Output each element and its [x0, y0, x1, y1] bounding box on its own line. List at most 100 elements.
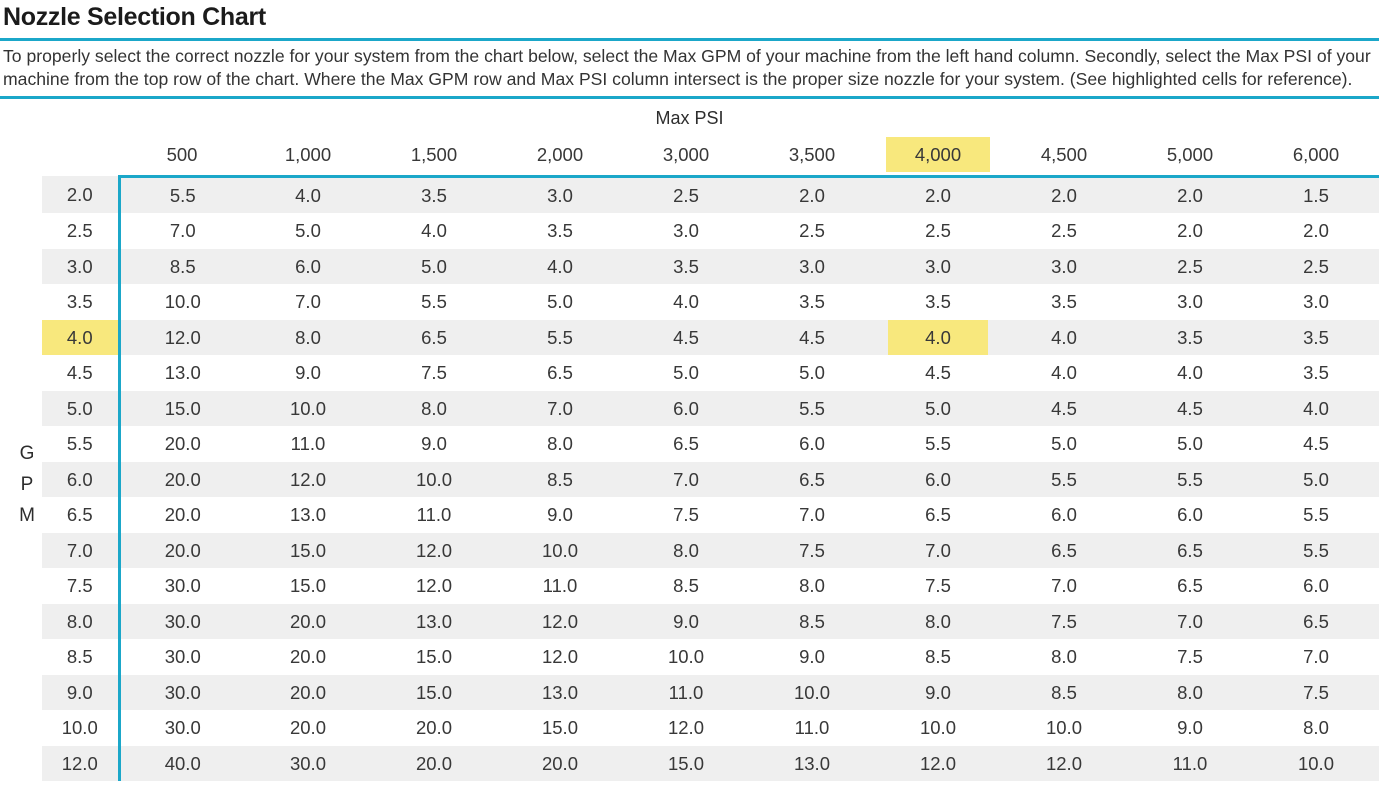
nozzle-cell: 10.0 [667, 646, 704, 668]
nozzle-cell: 20.0 [117, 532, 245, 569]
nozzle-cell: 9.0 [875, 674, 1001, 711]
nozzle-cell: 15.0 [623, 745, 749, 782]
nozzle-cell: 5.0 [875, 390, 1001, 427]
nozzle-cell: 4.0 [1253, 390, 1379, 427]
psi-header: 1,500 [371, 135, 497, 177]
nozzle-cell: 3.5 [371, 174, 497, 214]
nozzle-table-row: 2.5 7.0 5.0 4.0 3.5 3.0 2.5 2.5 2.5 2.0 2.0 [42, 213, 1379, 249]
nozzle-cell: 5.5 [1253, 532, 1379, 569]
highlighted-nozzle-value: 4.0 [888, 319, 988, 356]
nozzle-cell: 20.0 [245, 674, 371, 711]
nozzle-table-row: 12.0 40.0 30.0 20.0 20.0 15.0 13.0 12.0 12.0 11.0… [42, 745, 1379, 782]
nozzle-cell: 3.0 [673, 220, 699, 242]
nozzle-cell: 4.0 [497, 248, 623, 285]
nozzle-cell: 9.0 [421, 433, 447, 455]
nozzle-cell: 12.0 [667, 717, 704, 739]
nozzle-cell: 20.0 [117, 461, 245, 498]
nozzle-cell: 8.5 [117, 248, 245, 285]
nozzle-cell: 3.0 [749, 248, 875, 285]
nozzle-cell: 8.5 [925, 646, 951, 668]
nozzle-cell: 11.0 [623, 674, 749, 711]
nozzle-cell: 8.0 [371, 390, 497, 427]
nozzle-cell: 8.0 [799, 575, 825, 597]
nozzle-cell: 13.0 [497, 674, 623, 711]
nozzle-cell: 5.5 [421, 291, 447, 313]
highlighted-nozzle-cell: 4.0 [875, 319, 1001, 356]
nozzle-cell: 4.0 [1051, 362, 1077, 384]
nozzle-cell: 30.0 [117, 568, 245, 604]
nozzle-cell: 20.0 [497, 745, 623, 782]
nozzle-cell: 13.0 [749, 745, 875, 782]
nozzle-cell: 7.5 [421, 362, 447, 384]
psi-header-row: 500 1,000 1,500 2,000 3,000 3,500 4,000 4,500 5,… [42, 135, 1379, 177]
nozzle-cell: 5.0 [295, 220, 321, 242]
nozzle-cell: 3.0 [1303, 291, 1329, 313]
nozzle-cell: 5.5 [1127, 461, 1253, 498]
nozzle-table-row: 9.0 30.0 20.0 15.0 13.0 11.0 10.0 9.0 8.5 8.0 7.5 [42, 674, 1379, 711]
nozzle-cell: 2.0 [875, 174, 1001, 214]
nozzle-cell: 7.0 [295, 291, 321, 313]
psi-header-value: 2,000 [536, 143, 584, 165]
nozzle-cell: 12.0 [875, 745, 1001, 782]
nozzle-cell: 9.0 [799, 646, 825, 668]
nozzle-cell: 12.0 [1001, 745, 1127, 782]
nozzle-cell: 3.5 [1303, 362, 1329, 384]
gpm-row-header: 8.5 [66, 646, 93, 668]
nozzle-cell: 11.0 [416, 504, 452, 526]
nozzle-cell: 7.5 [749, 532, 875, 569]
nozzle-cell: 3.0 [875, 248, 1001, 285]
nozzle-cell: 3.0 [497, 174, 623, 214]
psi-header: 500 [119, 135, 245, 177]
highlighted-gpm-header: 4.0 [42, 319, 119, 356]
nozzle-table-row: 10.0 30.0 20.0 20.0 15.0 12.0 11.0 10.0 10.0 9.0 8… [42, 710, 1379, 746]
nozzle-table-row: 2.0 5.5 4.0 3.5 3.0 2.5 2.0 2.0 2.0 2.0 1.5 [42, 174, 1379, 214]
nozzle-cell: 8.0 [623, 532, 749, 569]
nozzle-cell: 9.0 [547, 504, 573, 526]
nozzle-cell: 12.0 [415, 575, 452, 597]
nozzle-cell: 20.0 [245, 603, 371, 640]
nozzle-cell: 5.0 [547, 291, 573, 313]
gpm-row-header: 10.0 [61, 717, 98, 739]
nozzle-cell: 6.0 [1177, 504, 1203, 526]
nozzle-cell: 3.0 [1177, 291, 1203, 313]
nozzle-cell: 5.5 [925, 433, 951, 455]
nozzle-cell: 7.0 [497, 390, 623, 427]
nozzle-table-row: 4.5 13.0 9.0 7.5 6.5 5.0 5.0 4.5 4.0 4.0 3.5 [42, 355, 1379, 391]
nozzle-cell: 3.5 [925, 291, 951, 313]
nozzle-cell: 7.5 [1177, 646, 1203, 668]
nozzle-cell: 10.0 [1253, 745, 1379, 782]
nozzle-cell: 6.0 [1051, 504, 1077, 526]
nozzle-cell: 8.0 [875, 603, 1001, 640]
nozzle-cell: 2.0 [1001, 174, 1127, 214]
nozzle-cell: 5.5 [1001, 461, 1127, 498]
nozzle-cell: 7.0 [623, 461, 749, 498]
nozzle-cell: 10.0 [245, 390, 371, 427]
nozzle-cell: 20.0 [289, 646, 326, 668]
nozzle-cell: 6.5 [1253, 603, 1379, 640]
nozzle-cell: 5.0 [371, 248, 497, 285]
nozzle-cell: 2.5 [1051, 220, 1077, 242]
nozzle-cell: 2.5 [925, 220, 951, 242]
psi-header-value: 4,500 [1040, 143, 1088, 165]
nozzle-cell: 20.0 [415, 717, 452, 739]
nozzle-cell: 4.5 [1001, 390, 1127, 427]
nozzle-cell: 7.0 [117, 213, 245, 249]
nozzle-cell: 4.0 [1001, 319, 1127, 356]
nozzle-cell: 10.0 [919, 717, 956, 739]
nozzle-cell: 20.0 [117, 426, 245, 462]
nozzle-cell: 7.0 [799, 504, 825, 526]
nozzle-cell: 6.5 [925, 504, 951, 526]
psi-header-value: 5,000 [1166, 143, 1214, 165]
nozzle-cell: 6.0 [1303, 575, 1329, 597]
nozzle-cell: 9.0 [295, 362, 321, 384]
nozzle-cell: 8.5 [749, 603, 875, 640]
nozzle-cell: 30.0 [245, 745, 371, 782]
nozzle-cell: 11.0 [794, 717, 830, 739]
psi-header-value: 3,500 [788, 143, 836, 165]
highlighted-psi-header: 4,000 [875, 135, 1001, 177]
nozzle-cell: 10.0 [1045, 717, 1082, 739]
page-title: Nozzle Selection Chart [3, 3, 266, 31]
nozzle-cell: 4.5 [1127, 390, 1253, 427]
